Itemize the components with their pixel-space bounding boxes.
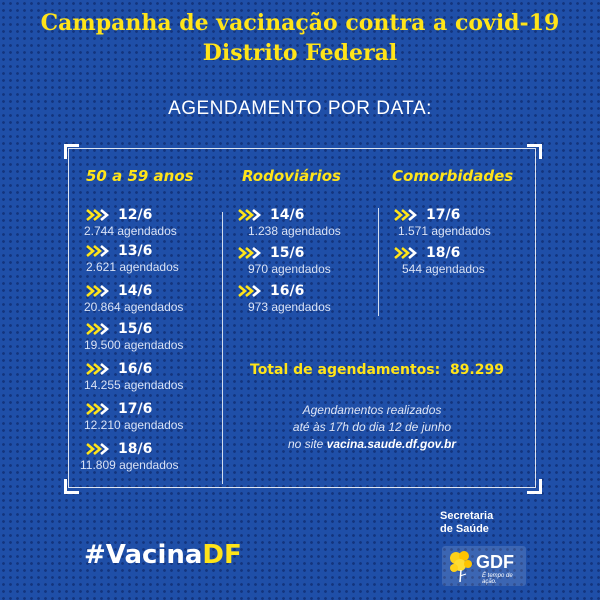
secretaria-label: Secretaria de Saúde: [440, 510, 493, 536]
entry-date-row: 14/6: [86, 282, 183, 300]
column-divider-1: [222, 212, 223, 484]
schedule-entry: 17/6 12.210 agendados: [84, 400, 184, 432]
schedule-entry: 16/6 973 agendados: [238, 282, 331, 314]
gdf-tagline: É tempo de ação.: [482, 573, 513, 585]
double-chevron-icon: [86, 443, 110, 455]
double-chevron-icon: [238, 285, 262, 297]
entry-date-row: 16/6: [86, 360, 183, 378]
total-value: 89.299: [449, 362, 504, 378]
note-line-1: Agendamentos realizados: [302, 403, 442, 417]
hashtag-prefix: #Vacina: [84, 540, 203, 570]
hashtag-suffix: DF: [202, 540, 242, 570]
double-chevron-icon: [238, 209, 262, 221]
entry-date: 12/6: [118, 207, 153, 223]
double-chevron-icon: [86, 209, 110, 221]
double-chevron-icon: [238, 247, 262, 259]
entry-date: 15/6: [118, 321, 153, 337]
note: Agendamentos realizados até às 17h do di…: [262, 402, 482, 453]
frame-corner-br: [527, 479, 542, 494]
frame-corner-tr: [527, 144, 542, 159]
double-chevron-icon: [86, 323, 110, 335]
entry-date: 16/6: [118, 361, 153, 377]
column-heading-rodoviarios: Rodoviários: [242, 167, 341, 185]
total-agendamentos: Total de agendamentos: 89.299: [250, 362, 504, 378]
entry-count: 12.210 agendados: [84, 418, 184, 432]
entry-date-row: 18/6: [394, 244, 485, 262]
entry-date-row: 12/6: [86, 206, 177, 224]
entry-date: 14/6: [270, 207, 305, 223]
entry-count: 14.255 agendados: [84, 378, 184, 392]
hashtag: #VacinaDF: [84, 540, 242, 570]
ipe-flower-icon: [450, 551, 472, 583]
schedule-entry: 17/6 1.571 agendados: [394, 206, 491, 238]
note-site-link[interactable]: vacina.saude.df.gov.br: [326, 437, 457, 451]
note-line-3-prefix: no site: [287, 437, 324, 451]
entry-count: 544 agendados: [402, 262, 485, 276]
schedule-entry: 12/6 2.744 agendados: [84, 206, 177, 238]
entry-count: 973 agendados: [248, 300, 331, 314]
schedule-entry: 15/6 19.500 agendados: [84, 320, 184, 352]
entry-count: 20.864 agendados: [84, 300, 184, 314]
frame-corner-bl: [64, 479, 79, 494]
title-line-1: Campanha de vacinação contra a covid-19: [40, 10, 560, 36]
schedule-entry: 13/6 2.621 agendados: [86, 242, 179, 274]
entry-date: 18/6: [118, 441, 153, 457]
entry-count: 19.500 agendados: [84, 338, 184, 352]
entry-date-row: 16/6: [238, 282, 331, 300]
entry-date-row: 14/6: [238, 206, 341, 224]
double-chevron-icon: [394, 209, 418, 221]
entry-date: 18/6: [426, 245, 461, 261]
column-heading-age: 50 a 59 anos: [86, 167, 194, 185]
schedule-entry: 18/6 544 agendados: [394, 244, 485, 276]
entry-date: 17/6: [118, 401, 153, 417]
secretaria-line-1: Secretaria: [440, 510, 494, 522]
entry-date: 14/6: [118, 283, 153, 299]
double-chevron-icon: [86, 363, 110, 375]
gdf-logo-text: GDF: [476, 552, 514, 572]
column-divider-2: [378, 208, 379, 316]
frame-corner-tl: [64, 144, 79, 159]
double-chevron-icon: [86, 285, 110, 297]
double-chevron-icon: [86, 403, 110, 415]
entry-count: 1.571 agendados: [398, 224, 491, 238]
entry-count: 11.809 agendados: [80, 458, 179, 472]
secretaria-line-2: de Saúde: [440, 523, 489, 535]
entry-date-row: 17/6: [394, 206, 491, 224]
double-chevron-icon: [394, 247, 418, 259]
entry-count: 2.621 agendados: [86, 260, 179, 274]
schedule-entry: 18/6 11.809 agendados: [80, 440, 179, 472]
entry-date-row: 17/6: [86, 400, 183, 418]
entry-count: 970 agendados: [248, 262, 331, 276]
total-label: Total de agendamentos:: [250, 362, 441, 378]
entry-date-row: 15/6: [86, 320, 183, 338]
column-heading-comorbidades: Comorbidades: [392, 167, 514, 185]
note-line-3: no site vacina.saude.df.gov.br: [262, 436, 482, 453]
entry-count: 2.744 agendados: [84, 224, 177, 238]
entry-count: 1.238 agendados: [248, 224, 341, 238]
entry-date-row: 18/6: [86, 440, 179, 458]
entry-date: 17/6: [426, 207, 461, 223]
double-chevron-icon: [86, 245, 110, 257]
entry-date: 15/6: [270, 245, 305, 261]
entry-date-row: 15/6: [238, 244, 331, 262]
entry-date: 13/6: [118, 243, 153, 259]
entry-date-row: 13/6: [86, 242, 179, 260]
schedule-entry: 15/6 970 agendados: [238, 244, 331, 276]
schedule-entry: 14/6 1.238 agendados: [238, 206, 341, 238]
schedule-entry: 16/6 14.255 agendados: [84, 360, 184, 392]
subtitle: AGENDAMENTO POR DATA:: [168, 98, 432, 119]
gdf-logo: GDF É tempo de ação.: [442, 546, 526, 586]
content-frame: [68, 148, 536, 488]
title-line-2: Distrito Federal: [202, 40, 398, 66]
note-line-2: até às 17h do dia 12 de junho: [292, 420, 452, 434]
entry-date: 16/6: [270, 283, 305, 299]
schedule-entry: 14/6 20.864 agendados: [84, 282, 184, 314]
